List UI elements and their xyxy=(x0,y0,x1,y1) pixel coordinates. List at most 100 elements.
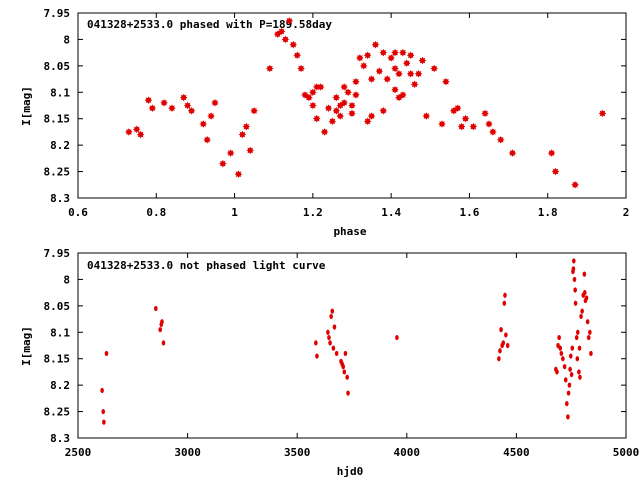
unphased-data-point xyxy=(572,276,577,283)
unphased-data-point xyxy=(573,300,578,306)
phased-data-point xyxy=(363,51,372,60)
unphased-data-point xyxy=(100,387,104,394)
unphased-data-point xyxy=(154,305,158,312)
unphased-data-point xyxy=(102,419,106,425)
phased-data-point xyxy=(430,64,438,73)
unphased-data-point xyxy=(328,340,332,346)
unphased-data-point xyxy=(575,356,580,362)
phased-data-point xyxy=(238,130,247,139)
phased-x-tick-label: 1.4 xyxy=(381,206,401,219)
phased-y-tick-label: 8.3 xyxy=(50,192,70,205)
phased-data-point xyxy=(387,54,395,62)
phased-data-point xyxy=(356,54,364,62)
unphased-data-point xyxy=(101,408,106,415)
phased-data-point xyxy=(207,112,215,120)
phased-y-tick-label: 8.05 xyxy=(44,60,71,73)
unphased-x-tick-label: 3000 xyxy=(174,446,201,459)
phased-data-point xyxy=(336,112,345,120)
phased-y-tick-label: 8.1 xyxy=(50,86,70,99)
unphased-y-tick-label: 8.2 xyxy=(50,379,70,392)
unphased-data-point xyxy=(588,329,592,335)
unphased-light-curve-panel: 041328+2533.0 not phased light curve hjd… xyxy=(20,247,639,478)
unphased-y-tick-label: 8.15 xyxy=(44,353,71,366)
phased-y-tick-label: 8 xyxy=(63,33,70,46)
phased-y-tick-label: 7.95 xyxy=(44,7,71,20)
phased-y-tick-label: 8.25 xyxy=(44,166,71,179)
unphased-x-tick-label: 5000 xyxy=(613,446,640,459)
phased-data-point xyxy=(379,106,388,115)
phased-data-point xyxy=(199,120,208,128)
unphased-data-point xyxy=(343,350,348,357)
unphased-data-point xyxy=(341,364,346,370)
unphased-data-point xyxy=(575,329,580,335)
phased-data-point xyxy=(297,64,305,73)
phased-data-point xyxy=(132,125,141,134)
unphased-y-tick-label: 8.3 xyxy=(50,432,70,445)
phased-data-point xyxy=(328,117,337,126)
phased-data-point xyxy=(187,106,196,115)
phased-chart-title: 041328+2533.0 phased with P=189.58day xyxy=(87,18,332,31)
phased-data-point xyxy=(469,122,478,131)
unphased-data-point xyxy=(577,345,582,351)
unphased-data-point xyxy=(395,334,399,341)
unphased-data-point xyxy=(579,313,583,320)
phased-data-point xyxy=(352,91,360,99)
phased-data-point xyxy=(179,93,188,102)
unphased-data-point xyxy=(568,366,572,372)
phased-data-point xyxy=(442,77,450,86)
phased-data-point xyxy=(226,149,235,157)
unphased-y-tick-label: 8 xyxy=(63,273,70,286)
unphased-data-point xyxy=(497,356,501,362)
phased-data-point xyxy=(160,99,168,107)
phased-data-point xyxy=(391,48,399,57)
phased-data-point xyxy=(340,83,348,91)
unphased-data-point xyxy=(329,313,333,320)
unphased-x-tick-label: 2500 xyxy=(65,446,92,459)
unphased-data-point xyxy=(582,290,587,296)
unphased-data-point xyxy=(330,308,335,314)
phased-data-point xyxy=(391,64,399,73)
phased-data-point xyxy=(403,59,411,68)
unphased-data-point xyxy=(570,345,575,351)
unphased-data-point xyxy=(566,390,571,396)
phased-data-point xyxy=(551,167,560,176)
phased-x-tick-label: 1.2 xyxy=(303,206,323,219)
phased-y-tick-label: 8.15 xyxy=(44,113,71,126)
phased-data-point xyxy=(375,67,384,75)
unphased-data-point xyxy=(577,369,581,375)
unphased-x-tick-label: 4500 xyxy=(503,446,530,459)
unphased-data-point xyxy=(559,350,564,357)
unphased-x-tick-label: 3500 xyxy=(284,446,311,459)
unphased-data-point xyxy=(326,329,330,335)
unphased-data-point xyxy=(104,350,109,357)
unphased-data-point xyxy=(561,356,565,362)
unphased-data-point xyxy=(567,382,572,388)
phased-data-point xyxy=(367,112,376,120)
phased-data-point xyxy=(246,146,255,155)
phased-data-point xyxy=(309,101,317,110)
unphased-data-point xyxy=(558,345,563,351)
unphased-data-point xyxy=(580,308,584,314)
unphased-x-tick-label: 4000 xyxy=(394,446,421,459)
unphased-chart-title: 041328+2533.0 not phased light curve xyxy=(87,259,326,272)
phased-data-point xyxy=(461,114,470,123)
phased-data-point xyxy=(363,117,372,126)
unphased-data-point xyxy=(342,369,347,375)
phased-data-point xyxy=(281,35,290,44)
unphased-x-axis-label: hjd0 xyxy=(337,465,364,478)
phased-data-point xyxy=(359,62,368,70)
phased-data-point xyxy=(219,159,227,168)
phased-data-point xyxy=(144,96,153,105)
unphased-data-point xyxy=(568,353,573,359)
unphased-data-point xyxy=(331,345,336,351)
unphased-data-point xyxy=(499,327,503,333)
unphased-data-point xyxy=(569,371,574,378)
phased-data-point xyxy=(352,77,360,86)
unphased-data-point xyxy=(346,390,350,396)
unphased-data-point xyxy=(332,324,337,330)
unphased-data-point xyxy=(557,334,561,341)
phased-data-point xyxy=(125,128,133,136)
phased-data-point xyxy=(320,128,329,136)
unphased-data-point xyxy=(572,258,576,264)
unphased-data-point xyxy=(578,374,582,380)
